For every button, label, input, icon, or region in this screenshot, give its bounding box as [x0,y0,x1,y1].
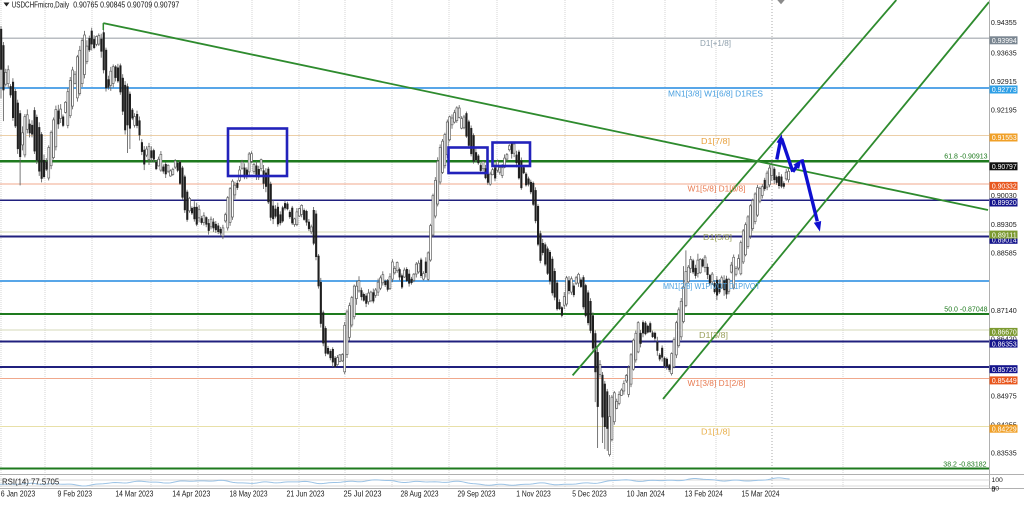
svg-text:0.88585: 0.88585 [991,249,1017,258]
svg-text:0.89111: 0.89111 [992,230,1017,239]
svg-text:14 Apr 2023: 14 Apr 2023 [172,490,210,499]
svg-text:0.85449: 0.85449 [992,376,1017,385]
svg-text:29 Sep 2023: 29 Sep 2023 [458,490,496,499]
svg-text:0.94355: 0.94355 [991,18,1017,27]
svg-text:0.85720: 0.85720 [992,365,1017,374]
svg-text:50.0 -0.87048: 50.0 -0.87048 [944,307,987,314]
svg-text:38.2 -0.83182: 38.2 -0.83182 [943,461,986,468]
svg-text:0.84229: 0.84229 [992,424,1017,433]
svg-text:28 Aug 2023: 28 Aug 2023 [401,490,439,499]
svg-text:0.86670: 0.86670 [992,328,1017,337]
svg-text:D1[1/8]: D1[1/8] [701,428,730,437]
svg-text:0.92195: 0.92195 [991,106,1017,115]
svg-text:0.86420: 0.86420 [991,334,1017,343]
svg-text:100: 100 [992,477,1004,484]
svg-text:0: 0 [992,487,996,494]
svg-text:W1[5/8] D1[6/8]: W1[5/8] D1[6/8] [688,184,746,193]
svg-text:21 Jun 2023: 21 Jun 2023 [287,490,325,499]
svg-text:0.83535: 0.83535 [991,449,1017,458]
svg-text:61.8 -0.90913: 61.8 -0.90913 [944,154,987,161]
svg-text:0.90030: 0.90030 [991,191,1017,200]
svg-text:14 Mar 2023: 14 Mar 2023 [115,490,153,499]
svg-text:90: 90 [992,485,1000,492]
svg-text:0.93994: 0.93994 [992,36,1017,45]
svg-text:13 Feb 2024: 13 Feb 2024 [685,490,724,499]
svg-text:10 Jan 2024: 10 Jan 2024 [627,490,666,499]
svg-text:0.90332: 0.90332 [992,182,1017,191]
svg-text:0.89014: 0.89014 [992,236,1017,245]
svg-text:0.87140: 0.87140 [991,306,1017,315]
svg-text:18 May 2023: 18 May 2023 [230,490,268,499]
svg-text:D1[3/8]: D1[3/8] [699,331,728,340]
svg-text:0.89920: 0.89920 [992,198,1017,207]
svg-text:9 Feb 2023: 9 Feb 2023 [58,490,93,499]
svg-text:W1[3/8] D1[2/8]: W1[3/8] D1[2/8] [688,379,746,388]
svg-text:0.86353: 0.86353 [992,339,1017,348]
svg-text:0.91553: 0.91553 [992,133,1017,142]
svg-text:0.90765 0.90845 0.90709 0.9079: 0.90765 0.90845 0.90709 0.90797 [73,1,179,10]
svg-text:15 Mar 2024: 15 Mar 2024 [742,490,781,499]
svg-text:25 Jul 2023: 25 Jul 2023 [344,490,382,499]
svg-text:1 Nov 2023: 1 Nov 2023 [516,490,551,499]
svg-text:0.93635: 0.93635 [991,49,1017,58]
svg-text:MN1[2/8] W1PIVOT D1PIVOT: MN1[2/8] W1PIVOT D1PIVOT [663,282,760,291]
svg-text:0.92773: 0.92773 [992,85,1017,94]
svg-text:6 Jan 2023: 6 Jan 2023 [1,490,36,499]
svg-text:D1[+1/8]: D1[+1/8] [700,39,731,48]
svg-text:D1[5/8]: D1[5/8] [703,233,732,242]
svg-text:0.92915: 0.92915 [991,77,1017,86]
svg-text:0.90797: 0.90797 [992,162,1017,171]
svg-text:MN1[3/8] W1[6/8] D1RES: MN1[3/8] W1[6/8] D1RES [668,90,763,99]
svg-text:D1[7/8]: D1[7/8] [701,137,730,146]
svg-text:RSI(14) 77.5705: RSI(14) 77.5705 [2,477,60,486]
svg-text:5 Dec 2023: 5 Dec 2023 [572,490,607,499]
svg-text:USDCHFmicro,Daily: USDCHFmicro,Daily [12,1,70,10]
svg-text:0.84975: 0.84975 [991,392,1017,401]
svg-text:0.89305: 0.89305 [991,220,1017,229]
